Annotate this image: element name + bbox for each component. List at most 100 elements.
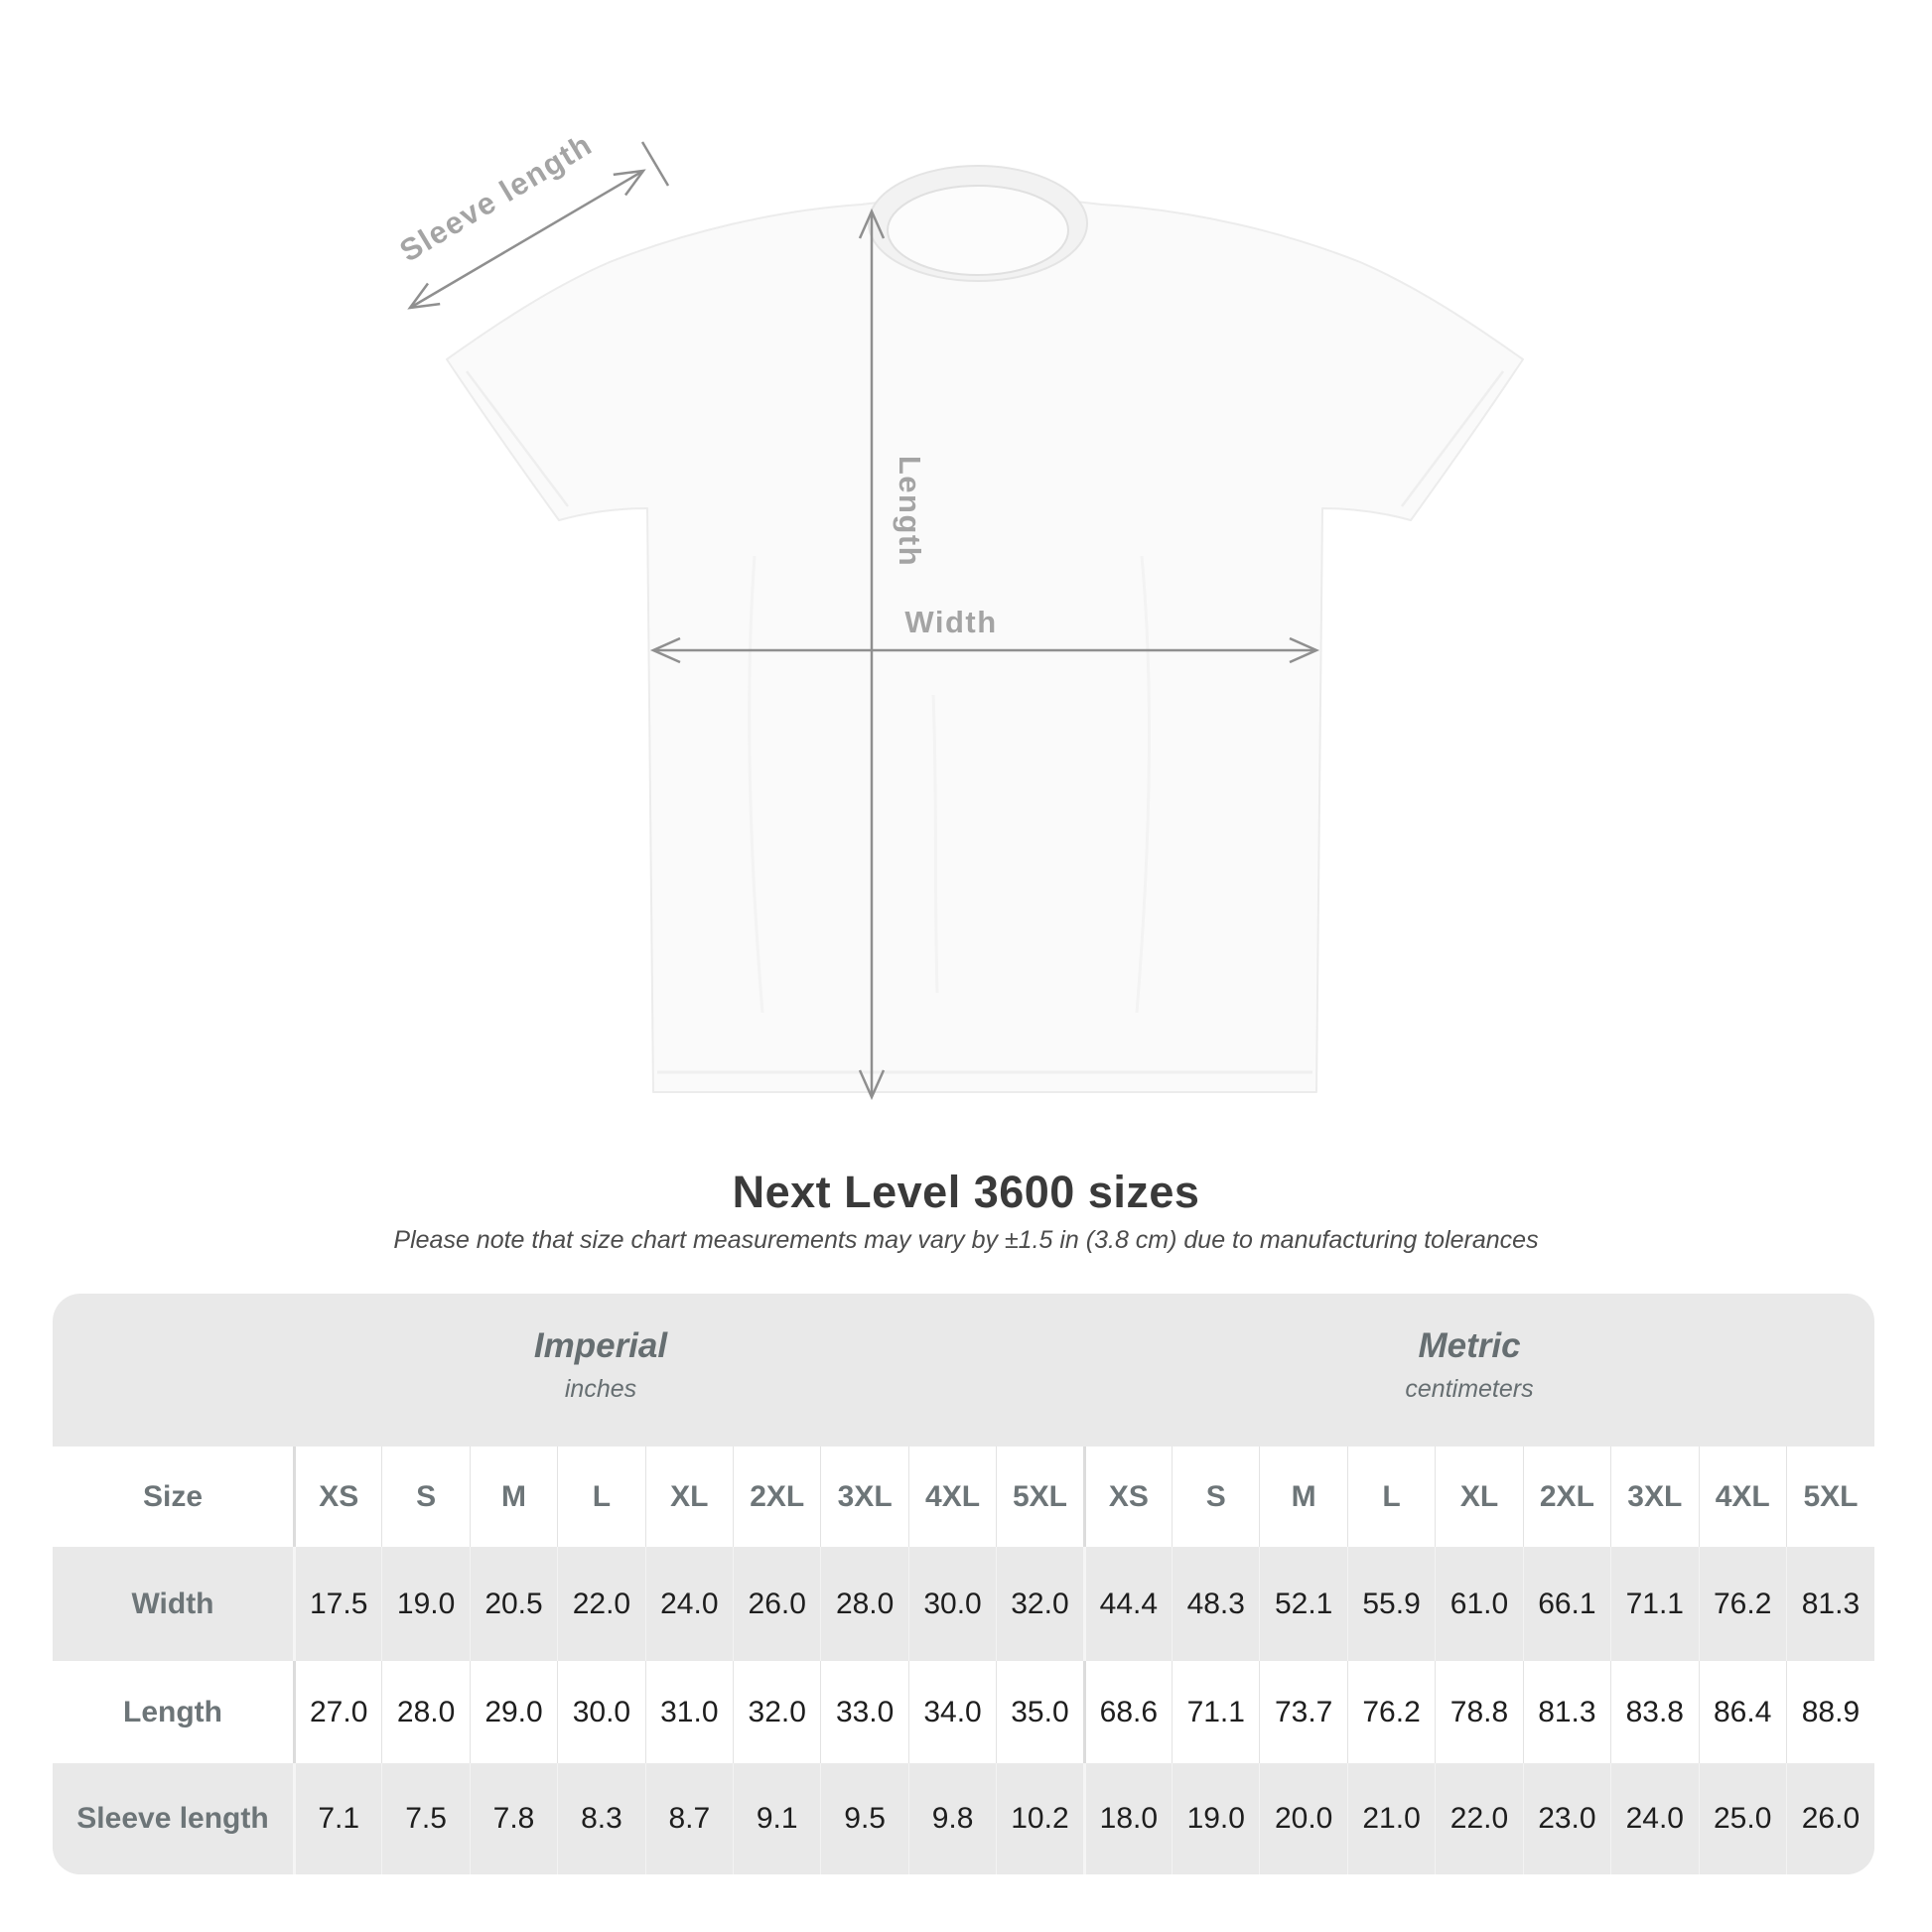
- value-cell: 25.0: [1698, 1763, 1787, 1874]
- length-arrow: [858, 207, 886, 1101]
- left-cuff-seam: [466, 370, 569, 507]
- value-cell: 71.1: [1610, 1547, 1699, 1661]
- value-cell: 19.0: [381, 1547, 471, 1661]
- size-col-header-imp-3xl: 3XL: [820, 1447, 909, 1547]
- sleeve-length-label: Sleeve length: [394, 127, 599, 269]
- value-cell: 9.1: [733, 1763, 821, 1874]
- size-col-header-met-5xl: 5XL: [1785, 1447, 1874, 1547]
- value-cell: 81.3: [1522, 1661, 1611, 1763]
- size-col-header-imp-2xl: 2XL: [733, 1447, 821, 1547]
- size-col-header-met-xl: XL: [1435, 1447, 1524, 1547]
- value-cell: 27.0: [292, 1661, 382, 1763]
- value-cell: 35.0: [996, 1661, 1085, 1763]
- value-cell: 68.6: [1082, 1661, 1173, 1763]
- measurement-row-width: Width 17.5 19.0 20.5 22.0 24.0 26.0 28.0 30.0 32.…: [53, 1547, 1874, 1661]
- value-cell: 23.0: [1522, 1763, 1611, 1874]
- value-cell: 10.2: [996, 1763, 1085, 1874]
- collar-opening: [887, 185, 1069, 276]
- value-cell: 55.9: [1346, 1547, 1436, 1661]
- right-cuff-seam: [1401, 370, 1504, 507]
- size-col-header-met-2xl: 2XL: [1522, 1447, 1611, 1547]
- size-col-header-imp-m: M: [469, 1447, 558, 1547]
- length-label: Length: [893, 456, 927, 567]
- size-header-row: Size XS S M L XL 2XL 3XL 4XL 5XL XS S M L XL 2XL 3XL 4XL 5…: [53, 1447, 1874, 1547]
- value-cell: 81.3: [1785, 1547, 1874, 1661]
- value-cell: 8.7: [644, 1763, 734, 1874]
- value-cell: 28.0: [381, 1661, 471, 1763]
- measurement-row-length: Length 27.0 28.0 29.0 30.0 31.0 32.0 33.0 34.0 35…: [53, 1661, 1874, 1763]
- page-title: Next Level 3600 sizes: [732, 1167, 1200, 1217]
- value-cell: 7.5: [381, 1763, 471, 1874]
- size-col-header-met-m: M: [1259, 1447, 1348, 1547]
- value-cell: 18.0: [1082, 1763, 1173, 1874]
- value-cell: 88.9: [1785, 1661, 1874, 1763]
- value-cell: 21.0: [1346, 1763, 1436, 1874]
- value-cell: 26.0: [1785, 1763, 1874, 1874]
- tshirt-graphic: [446, 196, 1524, 1093]
- value-cell: 30.0: [557, 1661, 646, 1763]
- value-cell: 78.8: [1435, 1661, 1524, 1763]
- value-cell: 48.3: [1172, 1547, 1260, 1661]
- tshirt-diagram: Sleeve length Length Width: [394, 127, 1524, 1101]
- value-cell: 76.2: [1698, 1547, 1787, 1661]
- value-cell: 7.1: [292, 1763, 382, 1874]
- value-cell: 66.1: [1522, 1547, 1611, 1661]
- value-cell: 24.0: [1610, 1763, 1699, 1874]
- size-col-header-met-xs: XS: [1082, 1447, 1173, 1547]
- size-corner-cell: Size: [53, 1447, 295, 1547]
- row-label: Length: [53, 1661, 295, 1763]
- value-cell: 83.8: [1610, 1661, 1699, 1763]
- value-cell: 76.2: [1346, 1661, 1436, 1763]
- imperial-header: Imperial inches: [352, 1326, 849, 1403]
- size-col-header-met-4xl: 4XL: [1698, 1447, 1787, 1547]
- width-label: Width: [904, 605, 997, 639]
- value-cell: 20.5: [469, 1547, 558, 1661]
- size-col-header-imp-s: S: [381, 1447, 471, 1547]
- size-col-header-met-3xl: 3XL: [1610, 1447, 1699, 1547]
- size-table-body: Size XS S M L XL 2XL 3XL 4XL 5XL XS S M L XL 2XL 3XL 4XL 5…: [53, 1447, 1874, 1874]
- row-label: Sleeve length: [53, 1763, 295, 1874]
- metric-unit: centimeters: [1405, 1374, 1534, 1403]
- value-cell: 26.0: [733, 1547, 821, 1661]
- value-cell: 52.1: [1259, 1547, 1348, 1661]
- size-col-header-imp-5xl: 5XL: [996, 1447, 1085, 1547]
- value-cell: 22.0: [1435, 1763, 1524, 1874]
- size-col-header-met-s: S: [1172, 1447, 1260, 1547]
- sleeve-length-arrow: [407, 141, 670, 310]
- size-chart-panel: Imperial inches Metric centimeters Size X…: [53, 1294, 1874, 1874]
- value-cell: 20.0: [1259, 1763, 1348, 1874]
- size-table: Size XS S M L XL 2XL 3XL 4XL 5XL XS S M L XL 2XL 3XL 4XL 5…: [53, 1447, 1874, 1874]
- metric-header: Metric centimeters: [1221, 1326, 1718, 1403]
- size-col-header-imp-l: L: [557, 1447, 646, 1547]
- size-col-header-imp-xl: XL: [644, 1447, 734, 1547]
- width-arrow: [649, 636, 1320, 664]
- size-col-header-met-l: L: [1346, 1447, 1436, 1547]
- value-cell: 17.5: [292, 1547, 382, 1661]
- wrinkle: [748, 555, 1152, 1014]
- value-cell: 8.3: [557, 1763, 646, 1874]
- value-cell: 61.0: [1435, 1547, 1524, 1661]
- row-label: Width: [53, 1547, 295, 1661]
- value-cell: 29.0: [469, 1661, 558, 1763]
- value-cell: 22.0: [557, 1547, 646, 1661]
- size-col-header-imp-4xl: 4XL: [907, 1447, 997, 1547]
- size-col-header-imp-xs: XS: [292, 1447, 382, 1547]
- value-cell: 7.8: [469, 1763, 558, 1874]
- value-cell: 33.0: [820, 1661, 909, 1763]
- value-cell: 28.0: [820, 1547, 909, 1661]
- imperial-title: Imperial: [533, 1326, 668, 1365]
- value-cell: 24.0: [644, 1547, 734, 1661]
- value-cell: 71.1: [1172, 1661, 1260, 1763]
- measurement-row-sleeve-length: Sleeve length 7.1 7.5 7.8 8.3 8.7 9.1 9.5 9.8 10.…: [53, 1763, 1874, 1874]
- value-cell: 9.8: [907, 1763, 997, 1874]
- value-cell: 32.0: [996, 1547, 1085, 1661]
- value-cell: 44.4: [1082, 1547, 1173, 1661]
- imperial-unit: inches: [564, 1374, 637, 1403]
- value-cell: 9.5: [820, 1763, 909, 1874]
- value-cell: 34.0: [907, 1661, 997, 1763]
- value-cell: 32.0: [733, 1661, 821, 1763]
- sleeve-length-tick: [640, 141, 670, 187]
- value-cell: 19.0: [1172, 1763, 1260, 1874]
- metric-title: Metric: [1418, 1326, 1521, 1365]
